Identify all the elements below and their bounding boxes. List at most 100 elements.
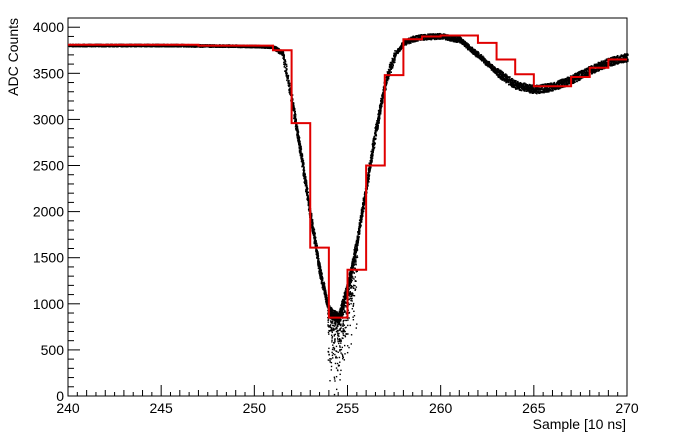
scatter-point — [306, 190, 308, 192]
scatter-point — [389, 71, 391, 73]
scatter-point — [292, 106, 295, 109]
scatter-point — [358, 228, 361, 230]
scatter-point — [343, 299, 346, 302]
scatter-point — [298, 142, 301, 145]
scatter-point — [325, 293, 328, 296]
scatter-point — [288, 89, 291, 92]
scatter-point — [289, 93, 291, 95]
scatter-point — [359, 223, 362, 226]
scatter-point — [282, 51, 285, 53]
scatter-point — [361, 210, 363, 213]
scatter-point — [385, 83, 388, 86]
scatter-point — [390, 71, 392, 74]
scatter-point — [303, 177, 306, 180]
scatter-point — [391, 58, 394, 60]
scatter-point — [284, 70, 287, 72]
scatter-point — [317, 263, 320, 265]
scatter-point — [382, 91, 385, 94]
scatter-point — [286, 79, 288, 82]
scatter-point — [360, 224, 362, 227]
x-tick-label: 250 — [243, 400, 267, 416]
scatter-point — [316, 252, 319, 254]
scatter-point — [287, 84, 290, 87]
scatter-point — [315, 248, 318, 251]
scatter-point — [361, 214, 363, 217]
scatter-point — [363, 196, 366, 198]
scatter-point — [414, 40, 417, 43]
scatter-point — [393, 52, 396, 55]
scatter-point — [297, 137, 300, 140]
scatter-point — [417, 40, 419, 42]
scatter-point — [300, 157, 303, 159]
scatter-point — [302, 161, 304, 163]
scatter-point — [381, 100, 384, 103]
scatter-point — [319, 264, 321, 266]
scatter-point — [353, 249, 356, 251]
scatter-point — [372, 147, 374, 150]
scatter-point — [336, 312, 338, 315]
scatter-point — [385, 75, 388, 78]
scatter-point — [320, 270, 322, 272]
x-axis: 240 245 250 255 260 265 270 — [56, 385, 639, 416]
scatter-point — [298, 136, 301, 139]
scatter-point — [373, 141, 376, 144]
scatter-point — [330, 308, 333, 311]
scatter-point — [88, 45, 91, 48]
scatter-point — [330, 311, 332, 314]
scatter-point — [296, 133, 298, 136]
scatter-point — [335, 311, 337, 313]
scatter-point — [326, 299, 328, 301]
scatter-point — [315, 240, 317, 243]
scatter-point — [169, 45, 171, 48]
scatter-point — [180, 45, 183, 48]
scatter-point — [405, 42, 408, 44]
scatter-point — [284, 60, 287, 63]
scatter-point — [392, 64, 394, 66]
scatter-point — [379, 112, 382, 115]
scatter-point — [286, 72, 288, 75]
scatter-point — [285, 65, 288, 68]
scatter-point — [295, 125, 298, 127]
scatter-point — [386, 71, 389, 73]
scatter-point — [387, 72, 389, 74]
scatter-point — [127, 45, 130, 48]
scatter-point — [427, 33, 429, 36]
scatter-point — [392, 59, 395, 62]
scatter-point — [297, 135, 300, 137]
scatter-point — [393, 53, 396, 56]
scatter-point — [300, 156, 303, 158]
scatter-point — [380, 101, 383, 104]
scatter-point — [296, 136, 299, 139]
scatter-point — [284, 70, 286, 72]
scatter-point — [306, 188, 308, 191]
scatter-point — [400, 44, 403, 47]
scatter-point — [357, 230, 359, 233]
scatter-point — [319, 268, 322, 270]
scatter-point — [378, 109, 380, 112]
scatter-point — [111, 45, 114, 48]
scatter-point — [348, 272, 351, 274]
scatter-point — [376, 123, 379, 126]
scatter-point — [321, 278, 324, 281]
scatter-point — [344, 290, 347, 293]
scatter-point — [331, 312, 334, 315]
plot-frame — [67, 17, 628, 397]
scatter-point — [399, 46, 401, 49]
scatter-point — [295, 128, 297, 130]
scatter-point — [377, 122, 380, 125]
scatter-point — [307, 199, 310, 201]
scatter-point — [382, 97, 384, 99]
scatter-point — [317, 251, 319, 253]
scatter-point — [413, 40, 415, 42]
scatter-point — [336, 311, 338, 313]
scatter-point — [372, 144, 374, 146]
scatter-point — [424, 38, 427, 40]
scatter-point — [379, 109, 382, 111]
scatter-point — [302, 165, 304, 168]
scatter-point — [273, 45, 276, 48]
scatter-point — [372, 145, 374, 148]
scatter-point — [295, 123, 298, 126]
scatter-point — [261, 46, 264, 49]
scatter-point — [426, 38, 429, 40]
